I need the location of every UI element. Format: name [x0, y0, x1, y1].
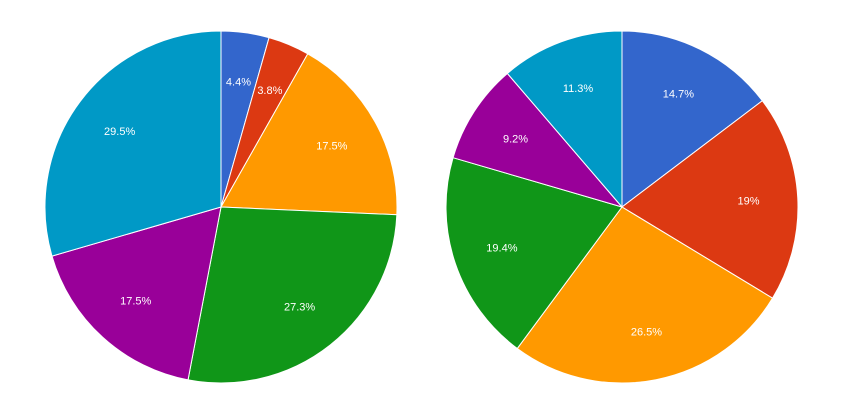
pie-1-slice-4-label: 9.2% — [503, 133, 528, 145]
pie-0-slice-3-label: 27.3% — [284, 301, 315, 313]
pie-1-slice-3-label: 19.4% — [486, 242, 517, 254]
pie-1-slice-5-label: 11.3% — [563, 83, 594, 95]
pie-1-slice-5 — [506, 30, 623, 208]
pie-0-slice-2 — [220, 53, 398, 216]
pie-0-slice-5-label: 29.5% — [104, 126, 135, 138]
pie-0-slice-5 — [44, 30, 222, 257]
pie-0-slice-0-label: 4.4% — [226, 76, 251, 88]
pie-0-slice-4 — [51, 206, 222, 381]
pie-1-slice-0-label: 14.7% — [663, 89, 694, 101]
pie-1-slice-2 — [516, 206, 774, 384]
pie-0-slice-1-label: 3.8% — [257, 85, 282, 97]
pie-0-slice-4-label: 17.5% — [120, 296, 151, 308]
pie-chart-right: 14.7% 19% 26.5% 19.4% 9.2% 11.3% — [445, 30, 799, 384]
pie-1-slice-0 — [621, 30, 763, 208]
pie-chart-left: 4.4% 3.8% 17.5% 27.3% 17.5% 29.5% — [44, 30, 398, 384]
pie-1-slice-1-label: 19% — [738, 195, 760, 207]
pie-1-slice-2-label: 26.5% — [631, 326, 662, 338]
pie-1-slice-4 — [452, 72, 623, 208]
pie-1-slice-1 — [621, 100, 799, 299]
pie-0-slice-3 — [187, 206, 398, 384]
pie-1-slice-3 — [445, 157, 623, 349]
pie-0-slice-2-label: 17.5% — [316, 141, 347, 153]
